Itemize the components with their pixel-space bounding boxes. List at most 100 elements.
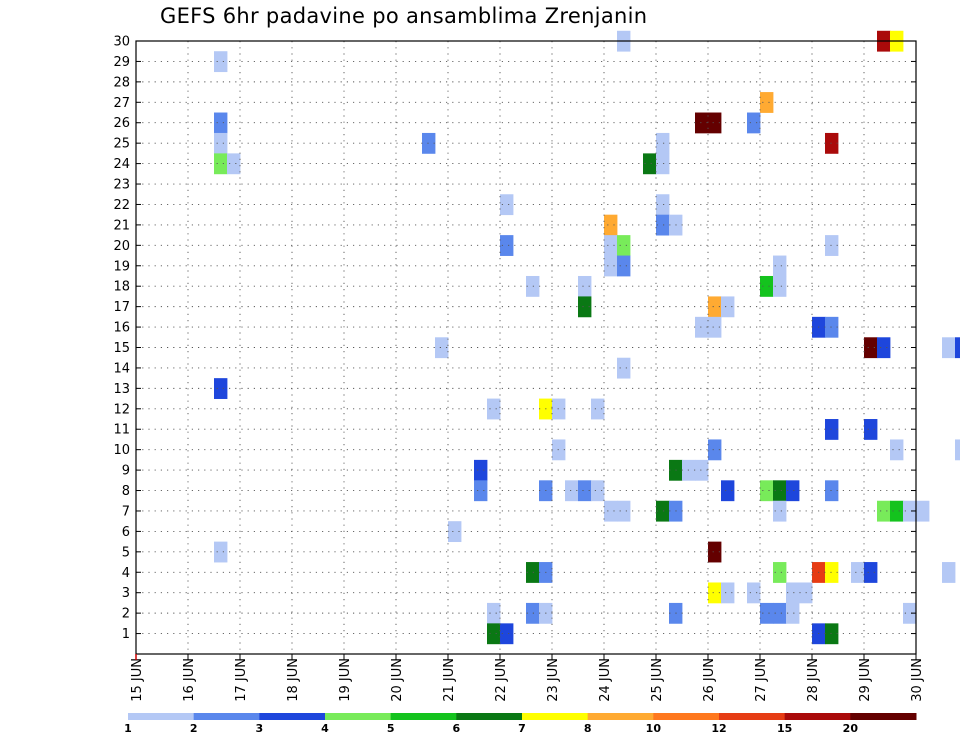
heatmap-cell xyxy=(656,214,670,236)
heatmap-cell xyxy=(903,602,917,624)
y-tick-label: 21 xyxy=(113,218,130,233)
legend-color-swatch xyxy=(784,713,851,720)
legend-label: 1 xyxy=(124,722,132,735)
y-tick-label: 8 xyxy=(122,484,130,499)
y-tick-label: 4 xyxy=(122,566,130,581)
heatmap-cell xyxy=(214,153,228,175)
heatmap-cell xyxy=(721,480,735,502)
heatmap-cell xyxy=(487,623,501,645)
heatmap-cell xyxy=(864,419,878,440)
y-tick-label: 12 xyxy=(113,402,130,417)
heatmap-cell xyxy=(890,500,904,522)
x-tick-label: 25 JUN xyxy=(650,658,665,702)
axes-layer: 1234567891011121314151617181920212223242… xyxy=(113,35,925,702)
y-tick-label: 23 xyxy=(113,178,130,193)
heatmap-cell xyxy=(708,439,722,461)
y-tick-label: 10 xyxy=(113,443,130,458)
legend-color-swatch xyxy=(587,713,654,720)
legend-label: 20 xyxy=(843,722,859,735)
legend-label: 12 xyxy=(711,722,726,735)
heatmap-cell xyxy=(903,500,917,522)
heatmap-cell xyxy=(721,582,735,604)
heatmap-cell xyxy=(422,132,436,154)
heatmap-cell xyxy=(500,623,514,645)
heatmap-cell xyxy=(214,541,228,563)
y-tick-label: 15 xyxy=(113,341,130,356)
y-tick-label: 6 xyxy=(122,525,130,540)
legend-color-swatch xyxy=(193,713,260,720)
legend-color-swatch xyxy=(456,713,523,720)
heatmap-cell xyxy=(825,480,839,502)
heatmap-cell xyxy=(695,316,709,338)
heatmap-cell xyxy=(578,275,592,297)
heatmap-cell xyxy=(487,602,501,624)
heatmap-cell xyxy=(773,255,787,277)
y-tick-label: 24 xyxy=(113,157,130,172)
heatmap-cell xyxy=(708,316,722,338)
heatmap-cell xyxy=(578,480,592,502)
heatmap-cell xyxy=(955,439,960,461)
y-tick-label: 27 xyxy=(113,96,130,111)
y-tick-label: 16 xyxy=(113,321,130,336)
y-tick-label: 22 xyxy=(113,198,130,213)
x-tick-label: 22 JUN xyxy=(494,658,509,702)
heatmap-cell xyxy=(747,582,761,604)
heatmap-cell xyxy=(721,296,735,318)
heatmap-cell xyxy=(617,357,631,379)
heatmap-cell xyxy=(604,500,618,522)
heatmap-cell xyxy=(825,562,839,583)
heatmap-cell xyxy=(786,602,800,624)
heatmap-cell xyxy=(773,562,787,583)
y-tick-label: 3 xyxy=(122,586,130,601)
heatmap-cell xyxy=(877,500,891,522)
heatmap-cell xyxy=(708,582,722,604)
y-tick-label: 20 xyxy=(113,239,130,254)
legend-color-swatch xyxy=(259,713,326,720)
y-tick-label: 5 xyxy=(122,545,130,560)
heatmap-cell xyxy=(214,51,228,73)
heatmap-cell xyxy=(916,500,930,522)
y-tick-label: 13 xyxy=(113,382,130,397)
legend-color-swatch xyxy=(390,713,457,720)
y-tick-label: 25 xyxy=(113,137,130,152)
x-tick-label: 15 JUN xyxy=(130,658,145,702)
heatmap-cell xyxy=(526,562,540,583)
y-tick-label: 29 xyxy=(113,55,130,70)
legend-color-swatch xyxy=(522,713,589,720)
heatmap-cell xyxy=(955,337,960,359)
legend-layer: 1 2 3 4 5 6 7 8 10 12 15 20 xyxy=(124,713,917,735)
heatmap-cell xyxy=(708,541,722,563)
heatmap-cell xyxy=(617,500,631,522)
y-tick-label: 28 xyxy=(113,75,130,90)
heatmap-cell xyxy=(578,296,592,318)
heatmap-cell xyxy=(786,582,800,604)
x-tick-label: 21 JUN xyxy=(442,658,457,702)
legend-label: 8 xyxy=(584,722,592,735)
heatmap-cell xyxy=(851,562,865,583)
heatmap-cell xyxy=(604,255,618,277)
y-tick-label: 1 xyxy=(122,627,130,642)
heatmap-cell xyxy=(890,439,904,461)
heatmap-cell xyxy=(526,275,540,297)
x-tick-label: 20 JUN xyxy=(390,658,405,702)
heatmap-cell xyxy=(825,419,839,440)
heatmap-cell xyxy=(708,296,722,318)
heatmap-cell xyxy=(760,602,774,624)
legend-color-swatch xyxy=(653,713,720,720)
legend-label: 7 xyxy=(518,722,526,735)
y-tick-label: 30 xyxy=(113,35,130,50)
heatmap-cell xyxy=(942,562,956,583)
heatmap-cell xyxy=(773,480,787,502)
y-tick-label: 17 xyxy=(113,300,130,315)
heatmap-cell xyxy=(604,235,618,256)
heatmap-cell xyxy=(877,337,891,359)
heatmap-cell xyxy=(214,378,228,399)
heatmap-cell xyxy=(214,112,228,134)
heatmap-cell xyxy=(500,235,514,256)
heatmap-cell xyxy=(448,521,462,543)
heatmap-cell xyxy=(617,255,631,277)
heatmap-cell xyxy=(773,500,787,522)
x-tick-label: 28 JUN xyxy=(806,658,821,702)
heatmap-cell xyxy=(227,153,241,175)
